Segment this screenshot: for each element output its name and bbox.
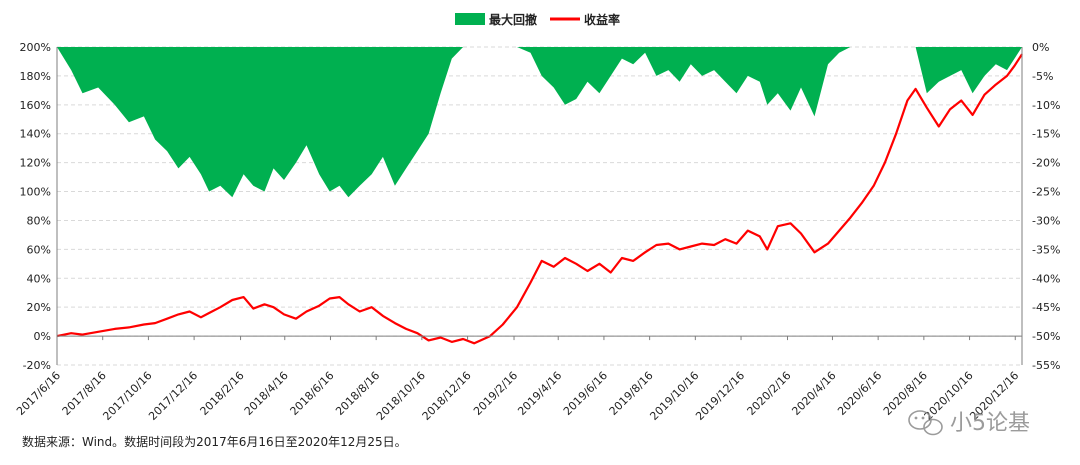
- left-y-tick-label: 180%: [20, 70, 51, 83]
- x-tick-label: 2019/8/16: [607, 369, 656, 418]
- x-tick-label: 2020/6/16: [835, 369, 884, 418]
- wechat-icon: [908, 410, 943, 436]
- right-y-tick-label: -55%: [1032, 359, 1060, 372]
- return-line: [56, 53, 1023, 345]
- legend-label-return: 收益率: [584, 12, 620, 27]
- x-tick-label: 2019/12/16: [693, 369, 747, 423]
- drawdown-area: [57, 47, 1022, 198]
- left-y-axis-ticks: 200% 180% 160% 140% 120% 100% 80% 60% 40% 20% 0% -2…: [20, 41, 51, 372]
- right-y-tick-label: -5%: [1032, 70, 1053, 83]
- left-y-tick-label: 80%: [27, 214, 51, 227]
- x-axis-ticks: 2017/6/162017/8/162017/10/162017/12/1620…: [14, 336, 1021, 423]
- right-y-tick-label: -25%: [1032, 186, 1060, 199]
- right-y-tick-label: -35%: [1032, 243, 1060, 256]
- left-y-tick-label: 20%: [27, 301, 51, 314]
- left-y-tick-label: 160%: [20, 99, 51, 112]
- left-y-tick-label: 200%: [20, 41, 51, 54]
- x-tick-label: 2019/2/16: [471, 369, 520, 418]
- left-y-tick-label: 0%: [34, 330, 51, 343]
- x-tick-label: 2020/4/16: [789, 369, 838, 418]
- right-y-tick-label: -50%: [1032, 330, 1060, 343]
- left-y-tick-label: -20%: [23, 359, 51, 372]
- right-y-tick-label: 0%: [1032, 41, 1049, 54]
- left-y-tick-label: 40%: [27, 272, 51, 285]
- data-source-note: 数据来源：Wind。数据时间段为2017年6月16日至2020年12月25日。: [22, 434, 407, 449]
- legend-swatch-drawdown: [455, 13, 485, 25]
- x-tick-label: 2018/12/16: [420, 369, 474, 423]
- x-tick-label: 2019/6/16: [561, 369, 610, 418]
- x-tick-label: 2017/8/16: [60, 369, 109, 418]
- x-tick-label: 2018/6/16: [288, 369, 337, 418]
- left-y-tick-label: 60%: [27, 243, 51, 256]
- x-tick-label: 2018/2/16: [198, 369, 247, 418]
- return-line-layer: [56, 53, 1023, 345]
- left-y-tick-label: 100%: [20, 186, 51, 199]
- right-y-tick-label: -45%: [1032, 301, 1060, 314]
- x-tick-label: 2018/4/16: [242, 369, 291, 418]
- right-y-tick-label: -40%: [1032, 272, 1060, 285]
- left-y-tick-label: 120%: [20, 157, 51, 170]
- axes: [56, 47, 1023, 365]
- x-tick-label: 2020/2/16: [745, 369, 794, 418]
- watermark: 小5论基: [908, 410, 1030, 436]
- legend-label-drawdown: 最大回撤: [489, 12, 537, 27]
- watermark-text: 小5论基: [950, 411, 1030, 436]
- legend: 最大回撤 收益率: [455, 12, 620, 27]
- x-tick-label: 2017/6/16: [14, 369, 63, 418]
- right-y-axis-ticks: 0% -5% -10% -15% -20% -25% -30% -35% -40% -45% -50…: [1032, 41, 1060, 372]
- x-tick-label: 2018/8/16: [333, 369, 382, 418]
- right-y-tick-label: -10%: [1032, 99, 1060, 112]
- drawdown-area-layer: [57, 47, 1022, 198]
- x-tick-label: 2017/12/16: [146, 369, 200, 423]
- right-y-tick-label: -15%: [1032, 128, 1060, 141]
- right-y-tick-label: -30%: [1032, 214, 1060, 227]
- x-tick-label: 2019/4/16: [515, 369, 564, 418]
- right-y-tick-label: -20%: [1032, 157, 1060, 170]
- left-y-tick-label: 140%: [20, 128, 51, 141]
